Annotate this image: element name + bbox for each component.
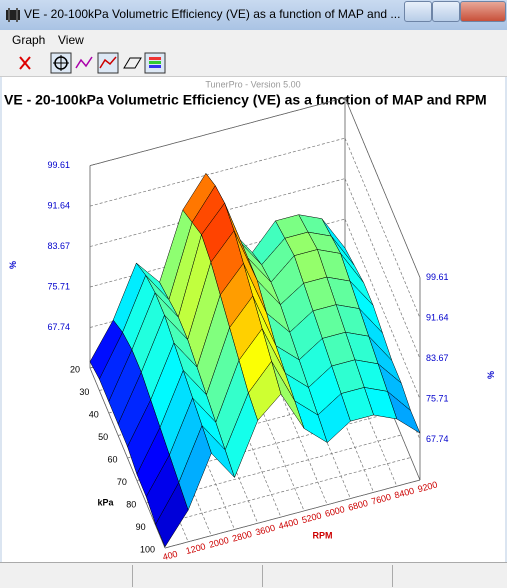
grid-line [344,218,421,400]
z-tick-label: 91.64 [426,312,449,322]
app-icon [6,8,20,22]
y-tick-label: 80 [126,499,136,509]
surface-cell [155,481,189,548]
y-tick-label: 90 [136,522,146,532]
grid-line [146,434,402,504]
grid-line [155,457,411,526]
grid-line [344,178,421,359]
menu-item[interactable]: Graph [12,33,46,47]
minimize-button[interactable] [404,1,432,22]
x-tick-label: 6000 [324,504,346,519]
z-tick-label: 83.67 [47,241,70,251]
x-tick-label: 8400 [393,486,415,501]
z-axis-title: % [486,371,496,379]
z-tick-label: 99.61 [426,272,449,282]
grid-line [89,97,346,166]
x-tick-label: 7600 [370,492,392,507]
grid-line [344,97,421,278]
watermark: TunerPro - Version 5.00 [205,79,300,89]
z-tick-label: 75.71 [426,393,449,403]
x-tick-label: 6800 [347,498,369,513]
x-axis-title: RPM [313,530,333,540]
z-tick-label: 67.74 [47,322,70,332]
z-tick-label: 75.71 [47,281,70,291]
x-tick-label: 1200 [185,541,207,556]
title-bar: VE - 20-100kPa Volumetric Efficiency (VE… [0,0,507,30]
status-bar [0,562,507,588]
y-tick-label: 50 [98,432,108,442]
wireframe-button[interactable] [123,57,142,69]
grid-line [344,137,421,319]
grid-line [164,479,421,549]
trace-button[interactable] [75,56,93,69]
grid-line [89,137,346,207]
z-tick-label: 99.61 [47,160,70,170]
y-tick-label: 60 [107,454,117,464]
chart: TunerPro - Version 5.00 VE - 20-100kPa V… [2,77,505,562]
close-graph-button[interactable] [19,56,31,70]
y-tick-label: 100 [140,544,155,554]
z-tick-label: 91.64 [47,200,70,210]
x-tick-label: 4400 [277,516,299,531]
menu-bar: Graph View [0,30,507,50]
toolbar-icons [19,52,166,74]
grid-line [136,412,392,481]
move-button[interactable] [50,52,72,74]
z-axis-title: % [8,261,18,269]
z-tick-label: 83.67 [426,353,449,363]
y-axis-title: kPa [97,497,114,507]
menu-item[interactable]: View [58,33,84,47]
x-tick-label: 3600 [254,523,276,538]
color-button[interactable] [144,52,166,74]
x-tick-label: 9200 [417,479,439,494]
chart-title: VE - 20-100kPa Volumetric Efficiency (VE… [4,92,487,108]
x-tick-label: 2800 [231,529,253,544]
x-tick-label: 5200 [301,510,323,525]
maximize-button[interactable] [432,1,460,22]
y-tick-label: 20 [70,364,80,374]
y-tick-label: 40 [89,409,99,419]
x-tick-label: 400 [162,549,179,562]
close-button[interactable] [460,1,506,22]
x-tick-label: 2000 [208,535,230,550]
surface-button[interactable] [97,52,119,74]
z-tick-label: 67.74 [426,434,449,444]
y-tick-label: 30 [79,387,89,397]
y-tick-label: 70 [117,477,127,487]
window-title: VE - 20-100kPa Volumetric Efficiency (VE… [24,7,401,21]
toolbar [0,50,507,77]
